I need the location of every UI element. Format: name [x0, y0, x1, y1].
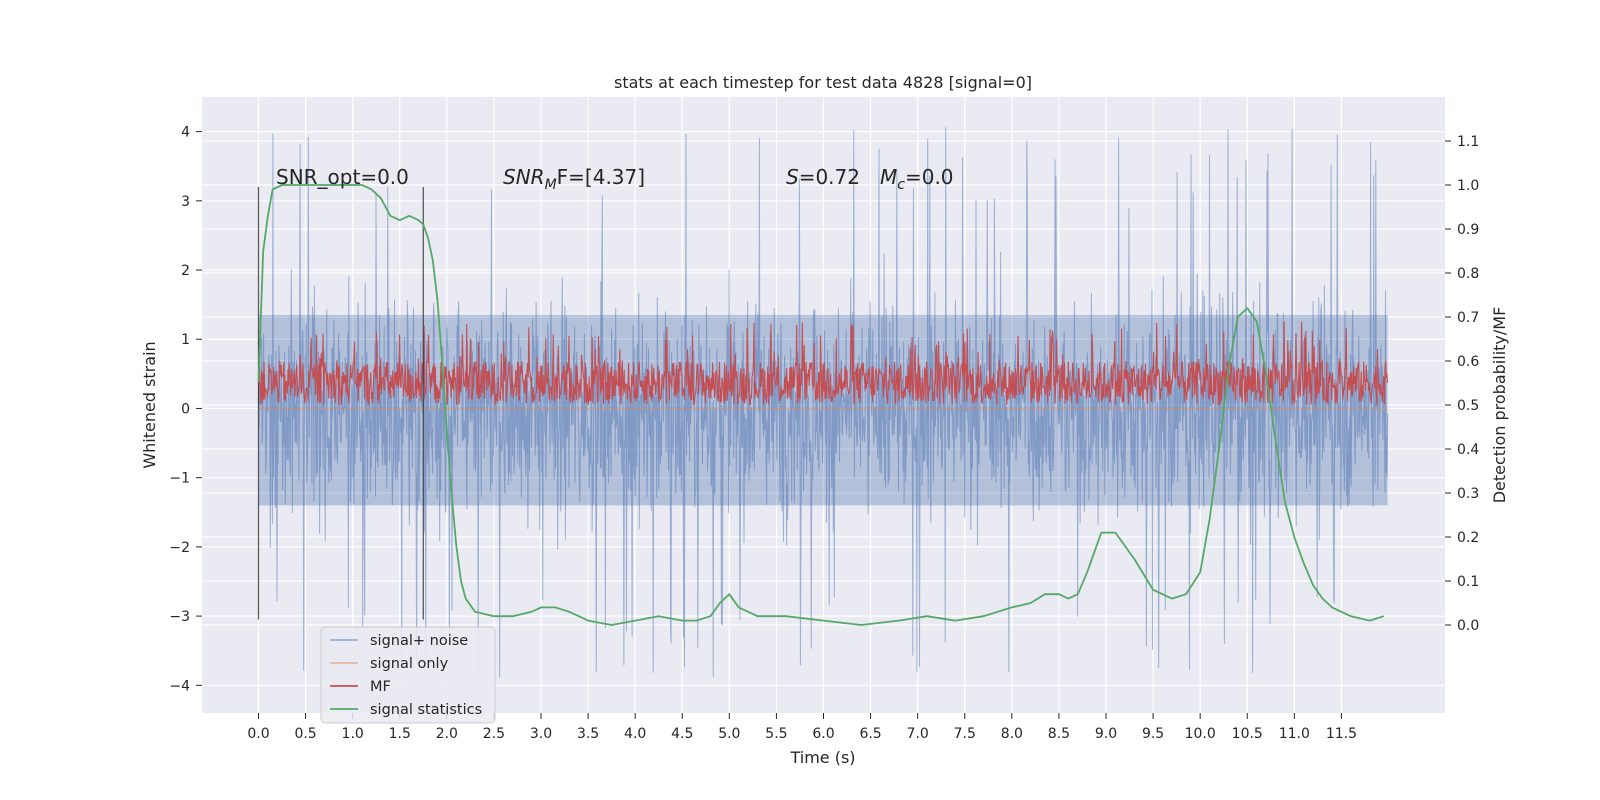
- x-tick-label: 4.0: [624, 726, 646, 742]
- signal-noise-line: [258, 127, 1389, 678]
- legend-box: [320, 626, 496, 724]
- x-tick-label: 6.0: [812, 726, 834, 742]
- x-tick-label: 1.0: [342, 726, 364, 742]
- legend-label-signal-statistics: signal statistics: [370, 702, 482, 718]
- snr-mf-sub: M: [545, 177, 557, 193]
- y-right-tick-label: 0.3: [1457, 486, 1479, 502]
- y-right-tick-label: 0.9: [1457, 222, 1479, 238]
- mf-line: [257, 321, 1389, 406]
- y-tick-label: 1: [181, 332, 190, 348]
- y-right-tick-label: 0.5: [1457, 398, 1479, 414]
- x-tick-label: 8.0: [1001, 726, 1023, 742]
- y-right-tick-label: 0.7: [1457, 310, 1479, 326]
- series-mf: [257, 321, 1389, 406]
- x-tick-label: 6.5: [859, 726, 881, 742]
- y-axis-title: Whitened strain: [140, 341, 159, 468]
- x-axis-title: Time (s): [789, 748, 855, 767]
- y-tick-label: 4: [181, 125, 190, 141]
- y-right-tick-label: 1.1: [1457, 134, 1479, 150]
- annotation-s: S=0.72: [786, 165, 860, 189]
- mc-val: =0.0: [905, 165, 954, 189]
- chart-title: stats at each timestep for test data 482…: [614, 73, 1032, 92]
- mc-sub: c: [897, 177, 905, 193]
- x-tick-label: 10.5: [1232, 726, 1263, 742]
- snr-mf-tail: F=[4.37]: [557, 165, 645, 189]
- x-tick-label: 7.5: [954, 726, 976, 742]
- series-signal-noise: [258, 127, 1389, 678]
- y-tick-label: 0: [181, 401, 190, 417]
- signal-statistics-line: [257, 184, 1385, 626]
- y-right-tick-label: 0.8: [1457, 266, 1479, 282]
- x-tick-label: 8.5: [1048, 726, 1070, 742]
- s-var: S: [786, 165, 799, 189]
- y-tick-label: 2: [181, 263, 190, 279]
- x-tick-label: 11.5: [1326, 726, 1357, 742]
- signal-noise-core: [258, 315, 1388, 506]
- y-right-tick-label: 0.6: [1457, 354, 1479, 370]
- x-tick-label: 4.5: [671, 726, 693, 742]
- x-axis-ticks: 0.0 0.5 1.0 1.5 2.0 2.5 3.0 3.5 4.0 4.5 5.0 5.5 6.0 6…: [247, 713, 1357, 742]
- y-right-tick-label: 0.4: [1457, 442, 1479, 458]
- y-right-tick-label: 0.2: [1457, 530, 1479, 546]
- x-tick-label: 11.0: [1279, 726, 1310, 742]
- y-right-tick-label: 0.0: [1457, 618, 1479, 634]
- x-tick-label: 0.0: [247, 726, 269, 742]
- x-tick-label: 3.5: [577, 726, 599, 742]
- legend-label-signal-only: signal only: [370, 656, 449, 672]
- y-axis-ticks: −4 −3 −2 −1 0 1 2 3 4: [169, 125, 202, 694]
- x-tick-label: 9.0: [1095, 726, 1117, 742]
- y-right-tick-label: 0.1: [1457, 574, 1479, 590]
- y-tick-label: 3: [181, 194, 190, 210]
- x-tick-label: 1.5: [389, 726, 411, 742]
- y-tick-label: −1: [169, 471, 190, 487]
- x-tick-label: 3.0: [530, 726, 552, 742]
- legend-label-mf: MF: [370, 679, 391, 695]
- annotation-snr-opt: SNR_opt=0.0: [276, 165, 409, 189]
- x-tick-label: 0.5: [294, 726, 316, 742]
- x-tick-label: 9.5: [1142, 726, 1164, 742]
- y-tick-label: −2: [169, 540, 190, 556]
- annotation-snr-mf: SNRMF=[4.37]: [503, 165, 645, 193]
- y-axis-right-title: Detection probability/MF: [1490, 307, 1509, 504]
- x-tick-label: 5.0: [718, 726, 740, 742]
- y-right-tick-label: 1.0: [1457, 178, 1479, 194]
- vertical-markers: [257, 186, 424, 620]
- y-tick-label: −4: [169, 678, 190, 694]
- x-tick-label: 5.5: [765, 726, 787, 742]
- x-tick-label: 2.5: [483, 726, 505, 742]
- x-tick-label: 10.0: [1185, 726, 1216, 742]
- mc-var: M: [880, 165, 897, 189]
- x-tick-label: 2.0: [436, 726, 458, 742]
- y-tick-label: −3: [169, 609, 190, 625]
- legend-label-signal-noise: signal+ noise: [370, 633, 468, 649]
- x-tick-label: 7.0: [907, 726, 929, 742]
- legend: signal+ noise signal only MF signal stat…: [320, 626, 496, 724]
- series-signal-statistics: [257, 184, 1385, 626]
- annotation-mc: Mc=0.0: [880, 165, 954, 193]
- s-val: =0.72: [799, 165, 860, 189]
- snr-mf-var: SNR: [503, 165, 545, 189]
- y-axis-right-ticks: 0.0 0.1 0.2 0.3 0.4 0.5 0.6 0.7 0.8 0.9 1.0 1.1: [1445, 134, 1479, 634]
